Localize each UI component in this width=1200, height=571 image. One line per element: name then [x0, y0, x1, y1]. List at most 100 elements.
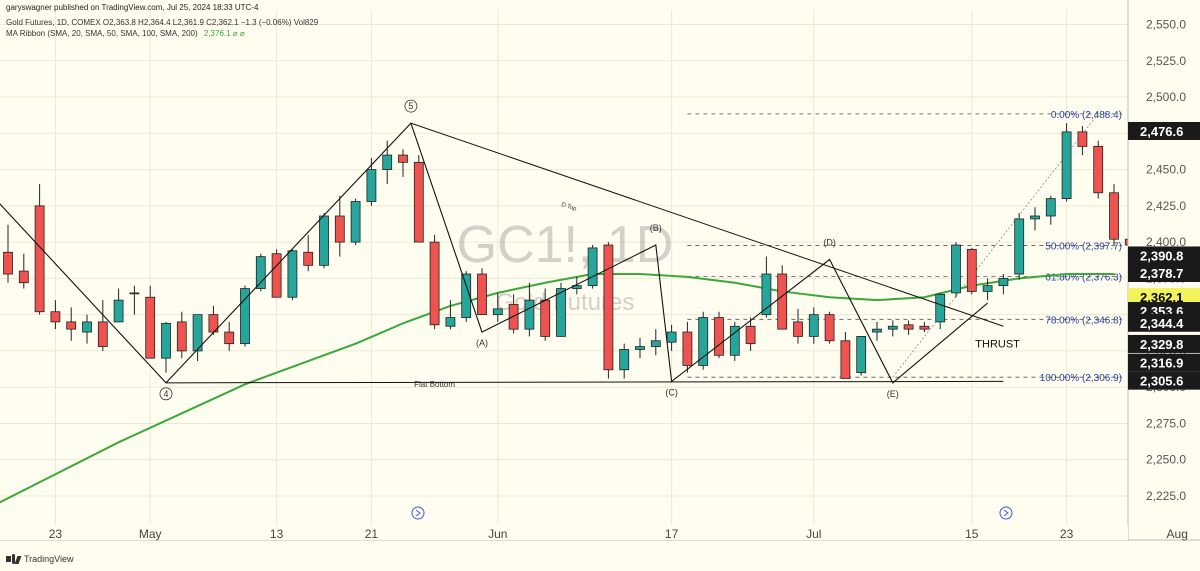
- candle[interactable]: [176, 311, 187, 359]
- price-tick-label: 2,225.0: [1146, 489, 1186, 503]
- candle-body: [903, 324, 914, 330]
- candle[interactable]: [129, 285, 140, 315]
- candle[interactable]: [82, 314, 92, 344]
- candle-body: [319, 215, 329, 266]
- candle[interactable]: [34, 184, 45, 315]
- candle[interactable]: [603, 242, 614, 379]
- candle[interactable]: [919, 321, 930, 333]
- candle[interactable]: [872, 321, 882, 341]
- candle[interactable]: [445, 300, 456, 330]
- candle[interactable]: [477, 268, 487, 316]
- candle[interactable]: [303, 234, 314, 272]
- candle[interactable]: [461, 271, 472, 322]
- candle[interactable]: [635, 337, 645, 359]
- price-label-box: 2,378.7: [1128, 264, 1200, 283]
- candle[interactable]: [350, 198, 361, 246]
- candle-body: [34, 205, 45, 313]
- candle[interactable]: [287, 249, 298, 301]
- scroll-icon-circle: [411, 506, 425, 520]
- candle-body: [587, 247, 598, 287]
- candle[interactable]: [429, 234, 440, 330]
- candle-body: [271, 253, 282, 298]
- candle[interactable]: [224, 321, 235, 351]
- candle[interactable]: [97, 300, 108, 351]
- candle[interactable]: [398, 149, 408, 177]
- candle[interactable]: [366, 157, 377, 206]
- candle[interactable]: [587, 245, 598, 289]
- candle[interactable]: [951, 242, 961, 298]
- candle[interactable]: [145, 285, 156, 359]
- fib-label: 0.00% (2,488.4): [1051, 110, 1122, 121]
- candle-body: [840, 340, 851, 379]
- candle-body: [540, 299, 551, 337]
- candle[interactable]: [255, 253, 266, 292]
- candle[interactable]: [413, 155, 424, 243]
- fib-label: 78.00% (2,346.8): [1045, 315, 1122, 326]
- tradingview-logo-icon: [6, 554, 22, 564]
- candle[interactable]: [998, 274, 1009, 295]
- candle-body: [366, 169, 377, 202]
- price-label-bg: [1128, 288, 1200, 307]
- candle[interactable]: [1045, 195, 1056, 225]
- candle[interactable]: [334, 195, 345, 257]
- candle-body: [714, 317, 724, 356]
- candle-body: [793, 321, 803, 337]
- candle[interactable]: [240, 285, 250, 347]
- candle-body: [382, 154, 393, 170]
- fib-label: 50.00% (2,397.7): [1045, 241, 1122, 252]
- candle[interactable]: [982, 278, 993, 301]
- candle[interactable]: [808, 307, 819, 344]
- candle[interactable]: [192, 314, 203, 362]
- candle[interactable]: [887, 320, 898, 337]
- candle-body: [18, 270, 29, 284]
- candle[interactable]: [966, 247, 977, 295]
- candle[interactable]: [1030, 207, 1040, 231]
- candle[interactable]: [777, 265, 788, 330]
- candle[interactable]: [50, 300, 61, 330]
- candle[interactable]: [745, 317, 756, 351]
- candle[interactable]: [698, 311, 709, 370]
- candle[interactable]: [1093, 140, 1104, 199]
- candle-body: [398, 154, 408, 163]
- candle[interactable]: [729, 321, 740, 362]
- scroll-to-icon[interactable]: [999, 506, 1013, 520]
- wave-label: 4: [163, 389, 168, 399]
- candle[interactable]: [793, 308, 803, 344]
- candle[interactable]: [271, 249, 282, 298]
- candle[interactable]: [556, 282, 566, 337]
- candle[interactable]: [682, 321, 693, 373]
- candle[interactable]: [66, 307, 77, 341]
- scroll-to-icon[interactable]: [411, 506, 425, 520]
- candle[interactable]: [1077, 126, 1088, 156]
- candle[interactable]: [824, 311, 835, 344]
- candle[interactable]: [161, 321, 171, 373]
- candle-body: [224, 331, 235, 345]
- candle[interactable]: [761, 256, 772, 318]
- candle[interactable]: [714, 311, 724, 359]
- candle[interactable]: [650, 329, 661, 356]
- candle-body: [935, 293, 946, 323]
- wave-label: (D): [823, 238, 836, 248]
- candle[interactable]: [1109, 184, 1119, 246]
- wave-label-circle: [159, 387, 173, 401]
- trendline-bottom: [165, 380, 1004, 384]
- candle[interactable]: [492, 292, 503, 322]
- candle[interactable]: [319, 213, 329, 269]
- watermark-ticker: GC1!, 1D: [457, 216, 674, 274]
- candle[interactable]: [113, 288, 124, 323]
- candle[interactable]: [524, 282, 535, 337]
- candle-body: [161, 322, 171, 359]
- candle[interactable]: [3, 224, 13, 283]
- price-label-bg: [1128, 313, 1200, 332]
- candle[interactable]: [856, 336, 867, 376]
- candle[interactable]: [1014, 213, 1025, 280]
- candle[interactable]: [840, 332, 851, 379]
- candle[interactable]: [666, 324, 677, 351]
- candle[interactable]: [1061, 123, 1072, 202]
- candle[interactable]: [903, 320, 914, 335]
- wave-label: (A): [476, 338, 488, 348]
- candle[interactable]: [18, 253, 29, 289]
- candle[interactable]: [619, 343, 630, 379]
- candle[interactable]: [935, 292, 946, 330]
